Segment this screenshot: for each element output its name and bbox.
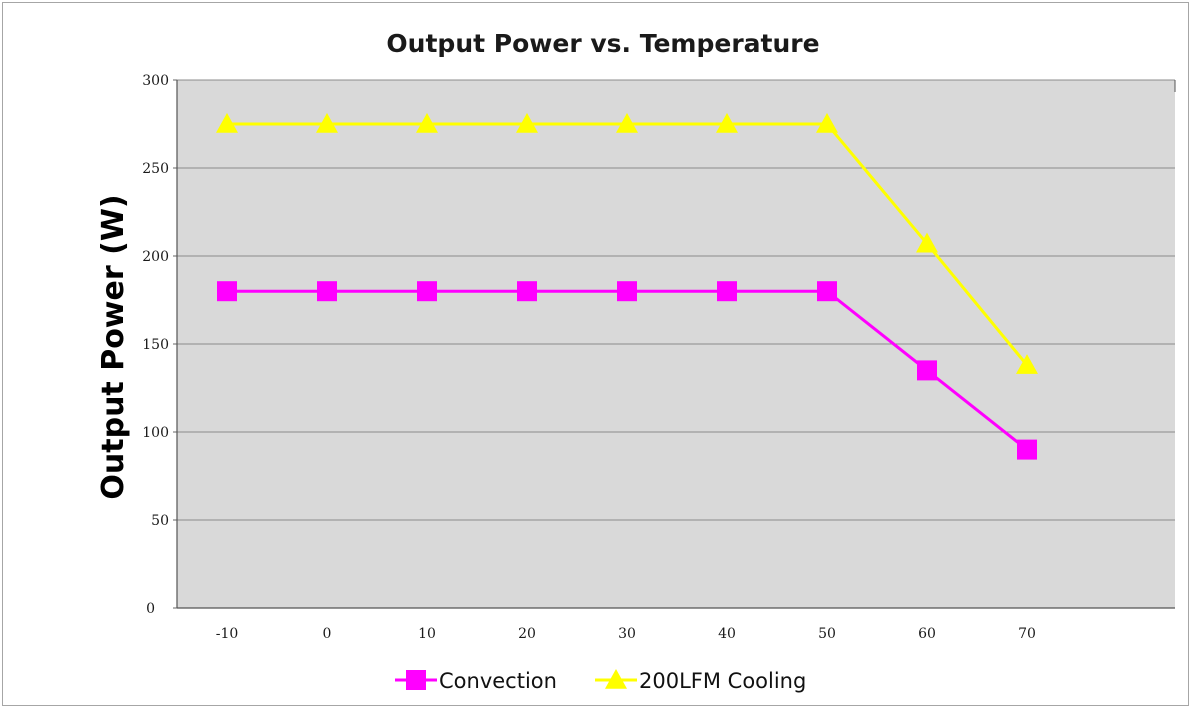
- x-tick-label-50: 50: [818, 626, 836, 642]
- legend-marker-0: [406, 670, 426, 690]
- y-tick-label-200: 200: [142, 249, 169, 265]
- data-point-0-0: [217, 281, 237, 302]
- data-point-1-8: [1016, 354, 1038, 374]
- legend-label-0: Convection: [439, 669, 557, 693]
- data-point-0-2: [417, 281, 437, 302]
- legend: Convection 200LFM Cooling: [395, 669, 806, 693]
- x-tick-label-40: 40: [718, 626, 736, 642]
- data-point-0-7: [917, 360, 937, 381]
- data-point-0-8: [1017, 439, 1037, 460]
- y-tick-label-0: 0: [146, 601, 155, 617]
- data-point-1-1: [316, 113, 338, 133]
- y-axis-label: Output Power (W): [96, 194, 131, 499]
- x-tick-label-0: 0: [323, 626, 332, 642]
- data-point-1-0: [216, 113, 238, 133]
- data-point-0-3: [517, 281, 537, 302]
- data-point-1-6: [816, 113, 838, 133]
- data-point-0-4: [617, 281, 637, 302]
- data-point-0-1: [317, 281, 337, 302]
- data-point-1-3: [516, 113, 538, 133]
- data-point-1-2: [416, 113, 438, 133]
- x-tick-label-20: 20: [518, 626, 536, 642]
- x-tick-label-30: 30: [618, 626, 636, 642]
- x-tick-label-10: 10: [418, 626, 436, 642]
- data-point-1-5: [716, 113, 738, 133]
- x-tick-label-60: 60: [918, 626, 936, 642]
- data-point-0-5: [717, 281, 737, 302]
- data-point-1-4: [616, 113, 638, 133]
- chart-title: Output Power vs. Temperature: [386, 29, 819, 58]
- y-tick-label-50: 50: [151, 513, 169, 529]
- legend-marker-1: [605, 669, 627, 689]
- x-tick-label--10: -10: [216, 626, 239, 642]
- legend-label-1: 200LFM Cooling: [639, 669, 806, 693]
- data-point-1-7: [916, 232, 938, 253]
- y-tick-label-150: 150: [142, 337, 169, 353]
- y-tick-label-250: 250: [142, 161, 169, 177]
- y-tick-label-100: 100: [142, 425, 169, 441]
- data-point-0-6: [817, 281, 837, 302]
- x-tick-label-70: 70: [1018, 626, 1036, 642]
- y-tick-label-300: 300: [142, 73, 169, 89]
- plot-area: 0 50 100 150 200 250 300 -10 0 10 20 30 40 50 60 70: [142, 73, 1176, 642]
